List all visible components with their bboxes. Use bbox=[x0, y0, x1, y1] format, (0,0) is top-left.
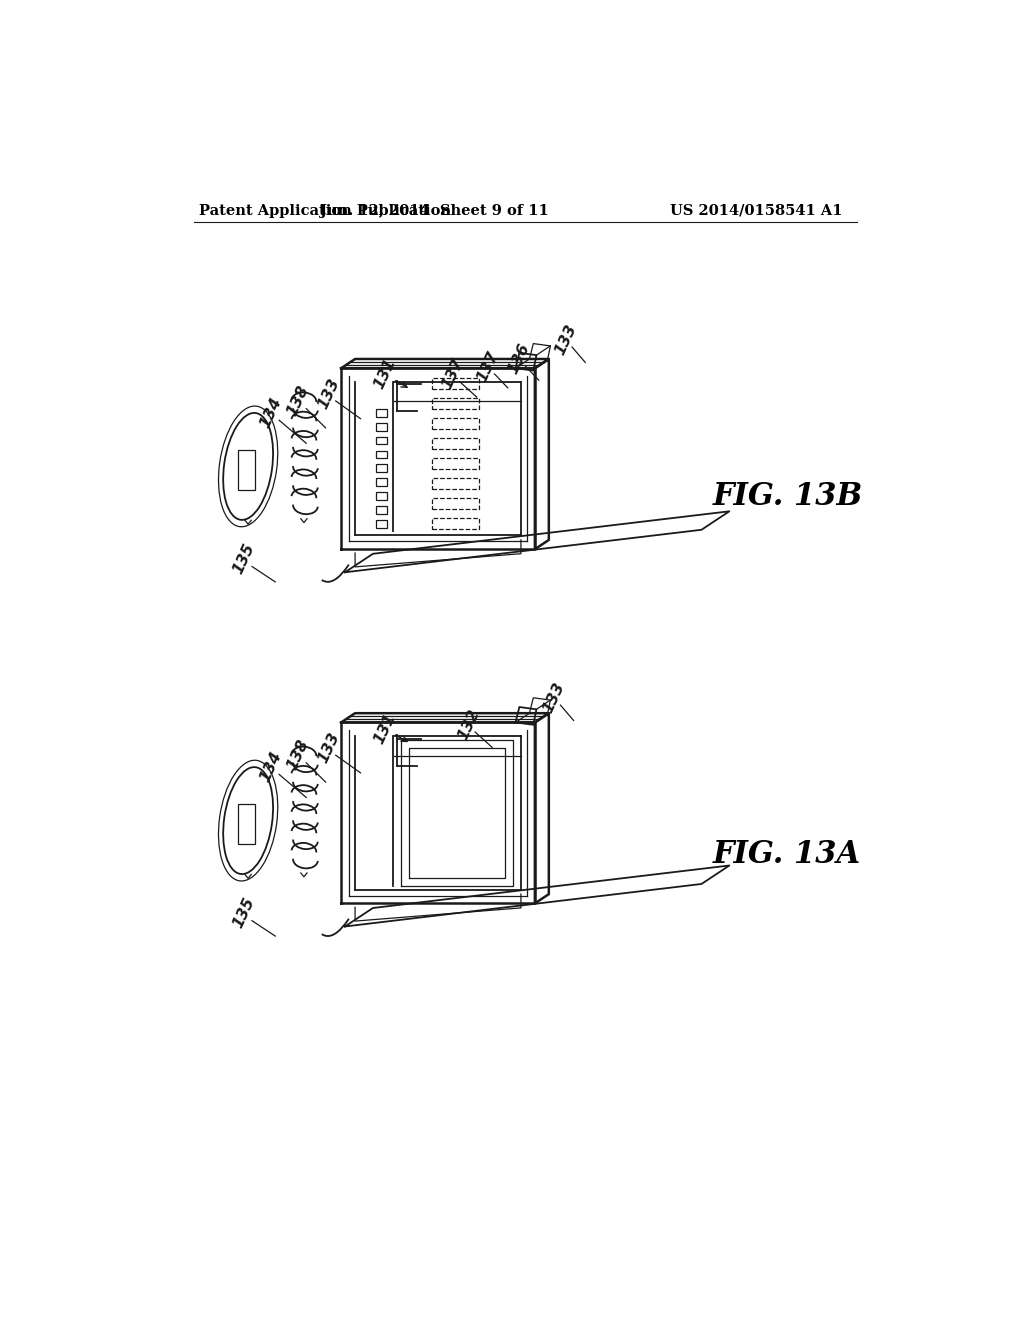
Text: 133: 133 bbox=[552, 322, 580, 356]
Text: 134: 134 bbox=[258, 395, 285, 430]
Text: 135: 135 bbox=[230, 541, 258, 577]
Bar bbox=[377, 422, 387, 430]
Bar bbox=[432, 418, 478, 429]
Bar bbox=[377, 520, 387, 528]
Text: FIG. 13B: FIG. 13B bbox=[713, 480, 863, 512]
Text: Patent Application Publication: Patent Application Publication bbox=[200, 203, 452, 218]
Text: 138: 138 bbox=[285, 383, 312, 418]
Bar bbox=[432, 458, 478, 469]
Bar bbox=[377, 437, 387, 445]
Bar bbox=[377, 450, 387, 458]
Bar bbox=[432, 438, 478, 449]
Bar bbox=[432, 478, 478, 490]
Text: Jun. 12, 2014  Sheet 9 of 11: Jun. 12, 2014 Sheet 9 of 11 bbox=[319, 203, 549, 218]
Text: 136: 136 bbox=[506, 341, 532, 376]
Bar bbox=[377, 409, 387, 417]
Text: 133: 133 bbox=[316, 730, 343, 766]
Text: 137: 137 bbox=[440, 356, 467, 392]
Text: 135: 135 bbox=[230, 895, 258, 931]
Bar bbox=[238, 450, 255, 490]
Bar bbox=[432, 499, 478, 510]
Text: 133: 133 bbox=[316, 376, 343, 411]
Bar bbox=[377, 478, 387, 486]
Text: 131: 131 bbox=[372, 710, 398, 746]
Bar bbox=[377, 506, 387, 513]
Text: FIG. 13A: FIG. 13A bbox=[713, 840, 861, 870]
Text: 138: 138 bbox=[285, 738, 312, 772]
Text: 137: 137 bbox=[475, 348, 502, 384]
Bar bbox=[432, 379, 478, 389]
Text: 133: 133 bbox=[541, 680, 567, 715]
Text: 132: 132 bbox=[456, 706, 482, 742]
Text: US 2014/0158541 A1: US 2014/0158541 A1 bbox=[671, 203, 843, 218]
Text: 131: 131 bbox=[372, 356, 398, 392]
Text: 134: 134 bbox=[258, 748, 285, 784]
Bar bbox=[377, 465, 387, 473]
Bar bbox=[432, 519, 478, 529]
Bar bbox=[432, 399, 478, 409]
Bar bbox=[238, 804, 255, 845]
Bar bbox=[377, 492, 387, 500]
